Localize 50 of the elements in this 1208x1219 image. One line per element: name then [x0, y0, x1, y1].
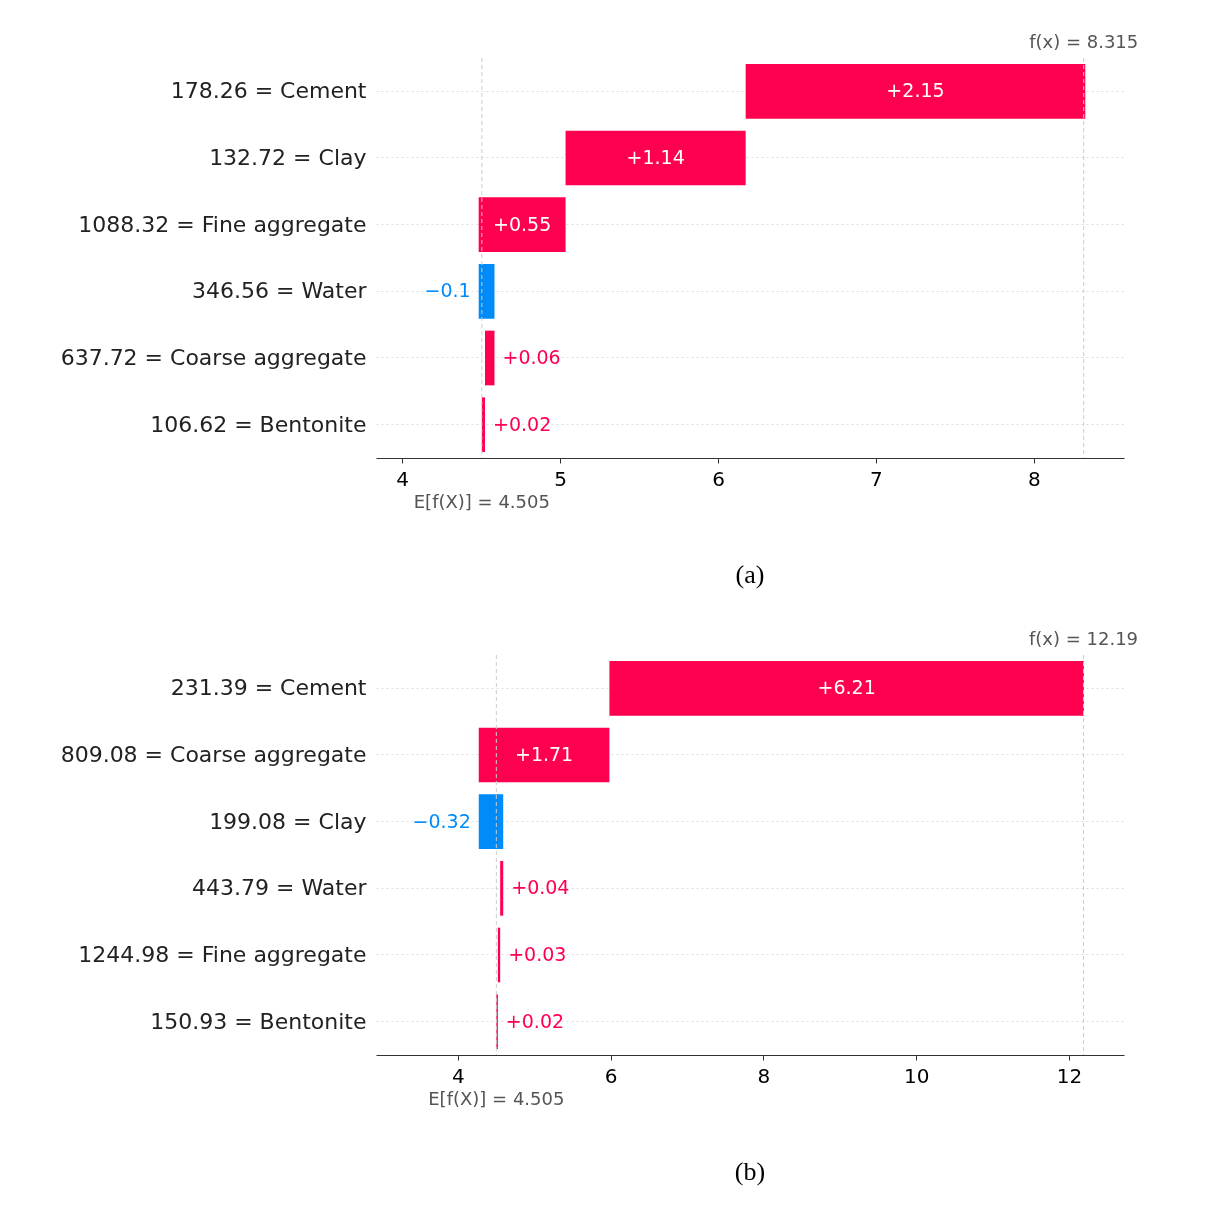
y-tick-label: 132.72 = Clay — [209, 145, 367, 170]
data-label: +0.55 — [493, 212, 552, 235]
data-label: −0.32 — [412, 809, 471, 832]
bar — [478, 794, 504, 849]
bar — [745, 64, 1086, 119]
data-label: +1.14 — [626, 146, 685, 168]
data-label: +6.21 — [817, 676, 876, 699]
y-tick-label: 106.62 = Bentonite — [150, 411, 367, 437]
data-label: +0.06 — [502, 346, 561, 368]
y-tick-label: 231.39 = Cement — [170, 675, 367, 701]
x-tick-label: 4 — [451, 1063, 465, 1088]
bar — [481, 397, 485, 452]
data-label: −0.1 — [424, 279, 471, 302]
x-tick-label: 6 — [604, 1063, 618, 1088]
x-tick-label: 7 — [870, 466, 883, 491]
y-tick-label: 1244.98 = Fine aggregate — [78, 942, 367, 967]
bar — [609, 661, 1084, 716]
x-tick-label: 10 — [903, 1063, 930, 1088]
y-tick-label: 809.08 = Coarse aggregate — [60, 742, 367, 767]
x-tick-label: 8 — [757, 1063, 771, 1088]
bar — [478, 727, 610, 783]
bar — [500, 861, 504, 916]
ref-line-label: E[f(X)] = 4.505 — [428, 1088, 565, 1109]
y-tick-label: 443.79 = Water — [192, 875, 368, 901]
data-label: +1.71 — [514, 743, 574, 765]
bar — [485, 330, 495, 386]
y-tick-label: 637.72 = Coarse aggregate — [60, 345, 367, 370]
y-tick-label: 178.26 = Cement — [170, 78, 367, 104]
y-tick-label: 346.56 = Water — [192, 278, 368, 304]
ref-line-label: E[f(X)] = 4.505 — [413, 491, 550, 512]
y-tick-label: 1088.32 = Fine aggregate — [78, 211, 367, 237]
text: (a) — [735, 560, 765, 589]
x-tick-label: 12 — [1056, 1063, 1083, 1088]
text: (b) — [734, 1157, 766, 1186]
bar — [478, 197, 566, 252]
x-tick-label: 5 — [554, 466, 567, 491]
data-label: +0.04 — [511, 876, 570, 899]
data-label: +0.03 — [508, 943, 567, 965]
data-label: +0.02 — [505, 1009, 565, 1032]
ref-line-label: f(x) = 12.19 — [1028, 628, 1139, 649]
data-label: +2.15 — [886, 79, 945, 102]
x-tick-label: 8 — [1028, 466, 1041, 491]
bar — [478, 264, 495, 319]
y-tick-label: 150.93 = Bentonite — [150, 1008, 367, 1034]
x-tick-label: 6 — [712, 466, 725, 491]
ref-line-label: f(x) = 8.315 — [1029, 31, 1139, 52]
x-tick-label: 4 — [396, 466, 409, 491]
y-tick-label: 199.08 = Clay — [209, 808, 367, 834]
bar — [565, 130, 746, 186]
data-label: +0.02 — [493, 412, 552, 435]
